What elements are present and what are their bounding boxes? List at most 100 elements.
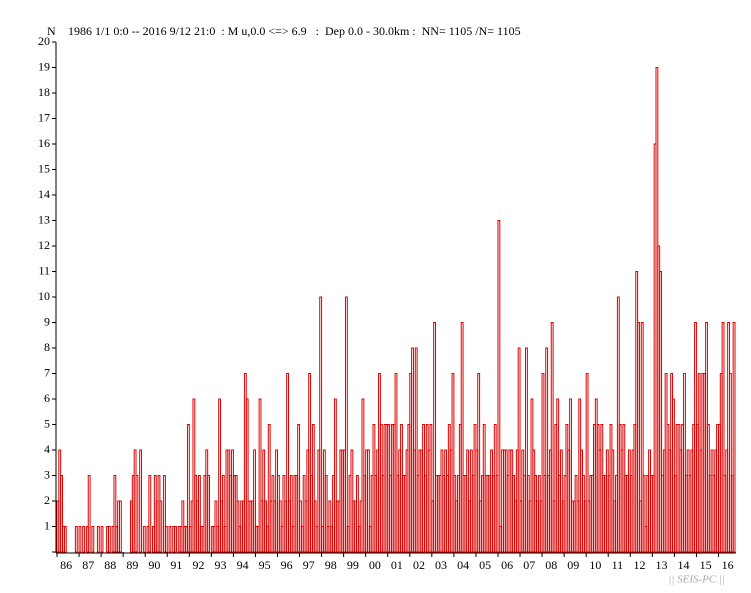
bar bbox=[414, 347, 418, 553]
x-tick-label: 88 bbox=[104, 558, 116, 572]
x-tick-label: 95 bbox=[259, 558, 271, 572]
bar bbox=[197, 475, 201, 553]
bar bbox=[91, 526, 95, 553]
x-tick-label: 10 bbox=[589, 558, 601, 572]
x-tick-label: 01 bbox=[391, 558, 403, 572]
y-tick-label: 1 bbox=[44, 518, 50, 532]
y-tick-label: 2 bbox=[44, 493, 50, 507]
bar bbox=[451, 373, 455, 553]
bar bbox=[367, 449, 370, 553]
bar bbox=[394, 373, 398, 553]
x-tick-label: 90 bbox=[148, 558, 160, 572]
bar bbox=[541, 373, 545, 553]
y-tick-label: 5 bbox=[44, 416, 50, 430]
y-tick-label: 10 bbox=[38, 289, 50, 303]
bar bbox=[286, 373, 290, 553]
bar bbox=[267, 424, 271, 553]
bar bbox=[569, 398, 572, 553]
bar bbox=[142, 526, 146, 553]
bar bbox=[168, 526, 172, 553]
x-tick-label: 11 bbox=[612, 558, 624, 572]
x-tick-label: 87 bbox=[82, 558, 94, 572]
x-tick-label: 86 bbox=[60, 558, 72, 572]
x-tick-label: 89 bbox=[126, 558, 138, 572]
x-tick-label: 92 bbox=[192, 558, 204, 572]
x-tick-label: 16 bbox=[722, 558, 734, 572]
bar bbox=[221, 475, 225, 553]
bar bbox=[324, 475, 328, 553]
bar bbox=[311, 424, 315, 553]
bar bbox=[253, 449, 256, 553]
x-tick-label: 00 bbox=[369, 558, 381, 572]
y-tick-label: 8 bbox=[44, 340, 50, 354]
x-tick-label: 91 bbox=[170, 558, 182, 572]
bar bbox=[637, 322, 640, 553]
y-tick-label: 12 bbox=[38, 238, 50, 252]
bar bbox=[74, 526, 78, 553]
bar bbox=[107, 526, 111, 553]
bar bbox=[60, 475, 64, 553]
x-tick-label: 96 bbox=[281, 558, 293, 572]
y-tick-label: 19 bbox=[38, 59, 50, 73]
bar bbox=[186, 424, 190, 553]
bar bbox=[640, 322, 644, 553]
bar bbox=[135, 475, 139, 553]
bar bbox=[429, 424, 433, 553]
bar bbox=[96, 526, 100, 553]
bar bbox=[297, 424, 301, 553]
bar bbox=[148, 475, 152, 553]
bar bbox=[163, 475, 166, 553]
y-axis-label: N bbox=[47, 24, 56, 38]
watermark: || SEIS-PC || bbox=[668, 574, 725, 586]
x-tick-label: 07 bbox=[523, 558, 535, 572]
x-tick-label: 98 bbox=[325, 558, 337, 572]
x-tick-label: 06 bbox=[501, 558, 513, 572]
bar bbox=[87, 475, 91, 553]
bar bbox=[460, 322, 464, 553]
bar bbox=[355, 475, 359, 553]
bar bbox=[721, 322, 725, 553]
bar bbox=[497, 220, 501, 553]
chart-title: 1986 1/1 0:0 -- 2016 9/12 21:0 : M u,0.0… bbox=[68, 24, 521, 38]
x-tick-label: 15 bbox=[700, 558, 712, 572]
y-tick-label: 13 bbox=[38, 212, 50, 226]
bar bbox=[100, 526, 104, 553]
x-tick-label: 99 bbox=[347, 558, 359, 572]
bar bbox=[319, 296, 323, 553]
y-tick-label: 15 bbox=[38, 161, 50, 175]
bar bbox=[659, 271, 663, 553]
y-tick-label: 9 bbox=[44, 314, 50, 328]
bar bbox=[477, 373, 481, 553]
bar bbox=[545, 347, 549, 553]
bar bbox=[118, 500, 122, 553]
bar bbox=[732, 322, 736, 553]
x-tick-label: 93 bbox=[215, 558, 227, 572]
bar bbox=[289, 475, 293, 553]
bar bbox=[82, 526, 86, 553]
bar bbox=[433, 322, 437, 553]
y-tick-label: 6 bbox=[44, 391, 50, 405]
y-tick-label: 3 bbox=[44, 467, 50, 481]
y-tick-label: 17 bbox=[38, 110, 50, 124]
bar bbox=[63, 526, 67, 553]
x-tick-label: 94 bbox=[237, 558, 249, 572]
bar bbox=[585, 373, 589, 553]
bar bbox=[550, 322, 554, 553]
bar bbox=[642, 475, 646, 553]
bar bbox=[258, 398, 262, 553]
x-tick-label: 08 bbox=[545, 558, 557, 572]
y-tick-label: 14 bbox=[38, 187, 50, 201]
bar bbox=[174, 526, 177, 553]
bar bbox=[517, 347, 521, 553]
x-tick-label: 14 bbox=[678, 558, 690, 572]
x-tick-label: 97 bbox=[303, 558, 315, 572]
bar bbox=[344, 296, 348, 553]
x-tick-label: 12 bbox=[633, 558, 645, 572]
bar bbox=[525, 347, 528, 553]
x-tick-label: 05 bbox=[479, 558, 491, 572]
bar bbox=[207, 475, 211, 553]
x-tick-label: 03 bbox=[435, 558, 447, 572]
y-tick-label: 16 bbox=[38, 136, 50, 150]
bar bbox=[164, 526, 168, 553]
x-tick-label: 02 bbox=[413, 558, 425, 572]
